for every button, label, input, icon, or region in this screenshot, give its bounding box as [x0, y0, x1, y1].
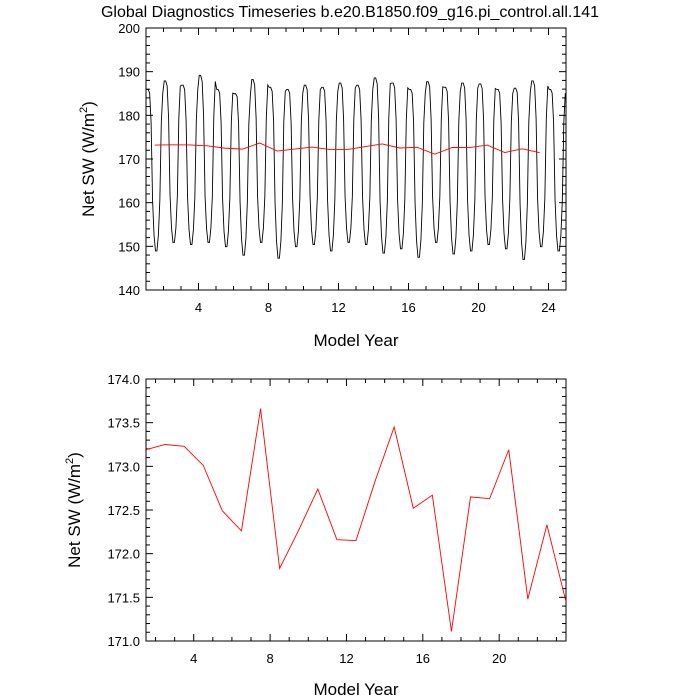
top-x-tick-label: 4 [195, 300, 202, 315]
bottom-y-tick-label: 172.0 [107, 547, 140, 562]
top-x-tick-label: 8 [265, 300, 272, 315]
bottom-y-tick-label: 172.5 [107, 503, 140, 518]
top-panel: 4 8 12 16 20 24 140 150 160 170 180 190 200 Model Ye… [78, 21, 567, 350]
top-y-tick-label: 200 [118, 21, 140, 36]
top-monthly-line [146, 74, 566, 260]
top-y-axis-label-sup: 2 [78, 107, 90, 113]
bottom-x-tick-label: 16 [416, 651, 430, 666]
bottom-y-tick-label: 173.0 [107, 459, 140, 474]
top-y-tick-label: 140 [118, 283, 140, 298]
bottom-x-tick-label: 12 [339, 651, 353, 666]
top-y-tick-label: 150 [118, 239, 140, 254]
top-y-axis-label-close: ) [79, 101, 98, 107]
bottom-y-tick-label: 174.0 [107, 372, 140, 387]
top-x-tick-label: 24 [541, 300, 555, 315]
top-x-axis-label: Model Year [313, 331, 398, 350]
bottom-ticks [146, 378, 566, 642]
bottom-panel: 4 8 12 16 20 171.0 171.5 172.0 172.5 173.0 173.5 17… [64, 372, 567, 699]
top-y-axis-label-text: Net SW (W/m [79, 113, 98, 217]
bottom-y-tick-label: 171.0 [107, 634, 140, 649]
bottom-y-axis-label-text: Net SW (W/m [65, 464, 84, 568]
top-y-tick-label: 170 [118, 152, 140, 167]
bottom-y-tick-label: 173.5 [107, 416, 140, 431]
bottom-x-axis-label: Model Year [313, 680, 398, 699]
top-y-tick-label: 190 [118, 65, 140, 80]
top-x-tick-label: 16 [401, 300, 415, 315]
bottom-y-tick-label: 171.5 [107, 590, 140, 605]
bottom-x-tick-label: 4 [190, 651, 197, 666]
top-tick-labels: 4 8 12 16 20 24 140 150 160 170 180 190 200 [118, 21, 555, 315]
bottom-y-axis-label-close: ) [65, 452, 84, 458]
top-x-tick-label: 12 [331, 300, 345, 315]
chart-title: Global Diagnostics Timeseries b.e20.B185… [101, 4, 599, 21]
top-y-tick-label: 160 [118, 196, 140, 211]
bottom-tick-labels: 4 8 12 16 20 171.0 171.5 172.0 172.5 173.0 173.5 17… [107, 372, 506, 666]
top-annual-mean-line [154, 142, 540, 155]
top-x-tick-label: 20 [471, 300, 485, 315]
top-ticks [145, 27, 567, 291]
bottom-series [145, 408, 567, 632]
bottom-annual-mean-line [145, 408, 567, 632]
top-y-tick-label: 180 [118, 108, 140, 123]
bottom-x-tick-label: 8 [266, 651, 273, 666]
bottom-y-axis-label-sup: 2 [64, 458, 76, 464]
bottom-x-tick-label: 20 [492, 651, 506, 666]
bottom-y-axis-label: Net SW (W/m2) [64, 452, 84, 568]
top-y-axis-label: Net SW (W/m2) [78, 101, 98, 217]
top-series [146, 74, 566, 260]
